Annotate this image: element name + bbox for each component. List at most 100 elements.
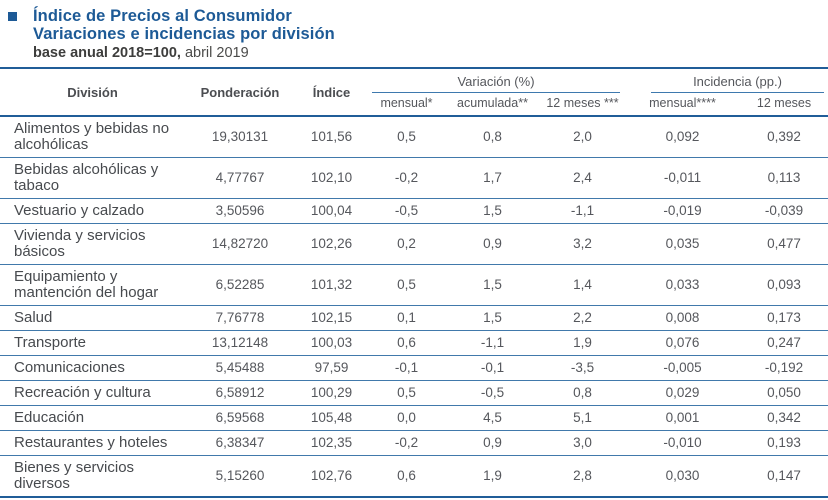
var-mensual-cell: -0,2	[368, 157, 445, 199]
var-12meses-cell: 2,2	[540, 305, 625, 331]
table-row: Equipamiento y mantención del hogar 6,52…	[0, 264, 828, 306]
division-cell: Vivienda y servicios básicos	[0, 223, 185, 265]
table-row: Bienes y servicios diversos 5,15260 102,…	[0, 455, 828, 498]
var-mensual-cell: 0,6	[368, 455, 445, 498]
division-cell: Bebidas alcohólicas y tabaco	[0, 157, 185, 199]
group-header-incidencia-label: Incidencia (pp.)	[651, 74, 825, 93]
indice-cell: 102,10	[295, 157, 368, 199]
division-cell: Transporte	[0, 330, 185, 356]
ponderacion-cell: 14,82720	[185, 223, 295, 265]
var-12meses-cell: 2,4	[540, 157, 625, 199]
group-header-variacion: Variación (%)	[368, 68, 625, 93]
ponderacion-cell: 3,50596	[185, 198, 295, 224]
ipc-table: División Ponderación Índice Variación (%…	[0, 67, 828, 498]
column-header-var-acumulada: acumulada**	[445, 93, 540, 117]
table-row: Restaurantes y hoteles 6,38347 102,35 -0…	[0, 430, 828, 456]
bullet-square-icon	[8, 12, 17, 21]
table-row: Transporte 13,12148 100,03 0,6 -1,1 1,9 …	[0, 330, 828, 356]
column-header-division: División	[0, 68, 185, 117]
column-header-inc-mensual: mensual****	[625, 93, 740, 117]
inc-mensual-cell: 0,030	[625, 455, 740, 498]
var-12meses-cell: 1,4	[540, 264, 625, 306]
inc-12meses-cell: 0,147	[740, 455, 828, 498]
var-acumulada-cell: 0,9	[445, 223, 540, 265]
ponderacion-cell: 19,30131	[185, 116, 295, 158]
table-row: Bebidas alcohólicas y tabaco 4,77767 102…	[0, 157, 828, 199]
ponderacion-cell: 6,58912	[185, 380, 295, 406]
column-header-indice: Índice	[295, 68, 368, 117]
var-mensual-cell: 0,0	[368, 405, 445, 431]
var-acumulada-cell: 1,5	[445, 264, 540, 306]
var-mensual-cell: 0,5	[368, 116, 445, 158]
var-12meses-cell: 2,0	[540, 116, 625, 158]
var-acumulada-cell: 1,5	[445, 305, 540, 331]
indice-cell: 101,32	[295, 264, 368, 306]
inc-12meses-cell: 0,477	[740, 223, 828, 265]
inc-mensual-cell: -0,019	[625, 198, 740, 224]
var-12meses-cell: -3,5	[540, 355, 625, 381]
page-title-line1: Índice de Precios al Consumidor	[33, 7, 292, 25]
indice-cell: 102,35	[295, 430, 368, 456]
inc-mensual-cell: -0,010	[625, 430, 740, 456]
var-12meses-cell: 2,8	[540, 455, 625, 498]
var-12meses-cell: 0,8	[540, 380, 625, 406]
group-header-incidencia: Incidencia (pp.)	[625, 68, 828, 93]
indice-cell: 102,26	[295, 223, 368, 265]
indice-cell: 102,76	[295, 455, 368, 498]
var-mensual-cell: 0,5	[368, 264, 445, 306]
column-header-ponderacion: Ponderación	[185, 68, 295, 117]
ponderacion-cell: 6,52285	[185, 264, 295, 306]
var-12meses-cell: 5,1	[540, 405, 625, 431]
inc-mensual-cell: 0,035	[625, 223, 740, 265]
inc-mensual-cell: 0,092	[625, 116, 740, 158]
ponderacion-cell: 4,77767	[185, 157, 295, 199]
var-12meses-cell: 1,9	[540, 330, 625, 356]
column-header-inc-12meses: 12 meses	[740, 93, 828, 117]
table-row: Vestuario y calzado 3,50596 100,04 -0,5 …	[0, 198, 828, 224]
var-acumulada-cell: 0,9	[445, 430, 540, 456]
subtitle-base-label: base anual 2018=100,	[33, 45, 181, 61]
table-row: Recreación y cultura 6,58912 100,29 0,5 …	[0, 380, 828, 406]
ponderacion-cell: 6,38347	[185, 430, 295, 456]
var-mensual-cell: 0,2	[368, 223, 445, 265]
inc-mensual-cell: -0,005	[625, 355, 740, 381]
group-header-variacion-label: Variación (%)	[372, 74, 620, 93]
inc-mensual-cell: 0,008	[625, 305, 740, 331]
indice-cell: 97,59	[295, 355, 368, 381]
var-mensual-cell: 0,5	[368, 380, 445, 406]
division-cell: Educación	[0, 405, 185, 431]
table-row: Comunicaciones 5,45488 97,59 -0,1 -0,1 -…	[0, 355, 828, 381]
var-acumulada-cell: 1,9	[445, 455, 540, 498]
indice-cell: 101,56	[295, 116, 368, 158]
indice-cell: 100,04	[295, 198, 368, 224]
indice-cell: 102,15	[295, 305, 368, 331]
inc-12meses-cell: 0,093	[740, 264, 828, 306]
inc-12meses-cell: 0,392	[740, 116, 828, 158]
indice-cell: 100,29	[295, 380, 368, 406]
division-cell: Equipamiento y mantención del hogar	[0, 264, 185, 306]
table-header: División Ponderación Índice Variación (%…	[0, 68, 828, 117]
column-header-var-12meses: 12 meses ***	[540, 93, 625, 117]
inc-12meses-cell: 0,342	[740, 405, 828, 431]
var-acumulada-cell: -0,5	[445, 380, 540, 406]
var-mensual-cell: -0,1	[368, 355, 445, 381]
var-12meses-cell: -1,1	[540, 198, 625, 224]
division-cell: Vestuario y calzado	[0, 198, 185, 224]
var-mensual-cell: -0,5	[368, 198, 445, 224]
inc-12meses-cell: 0,113	[740, 157, 828, 199]
inc-12meses-cell: -0,039	[740, 198, 828, 224]
indice-cell: 105,48	[295, 405, 368, 431]
table-body: Alimentos y bebidas no alcohólicas 19,30…	[0, 116, 828, 498]
page-header: Índice de Precios al Consumidor Variacio…	[0, 0, 828, 61]
var-12meses-cell: 3,0	[540, 430, 625, 456]
table-row: Vivienda y servicios básicos 14,82720 10…	[0, 223, 828, 265]
ponderacion-cell: 13,12148	[185, 330, 295, 356]
division-cell: Salud	[0, 305, 185, 331]
inc-mensual-cell: 0,029	[625, 380, 740, 406]
division-cell: Bienes y servicios diversos	[0, 455, 185, 498]
var-mensual-cell: -0,2	[368, 430, 445, 456]
table-row: Educación 6,59568 105,48 0,0 4,5 5,1 0,0…	[0, 405, 828, 431]
inc-mensual-cell: -0,011	[625, 157, 740, 199]
division-cell: Comunicaciones	[0, 355, 185, 381]
